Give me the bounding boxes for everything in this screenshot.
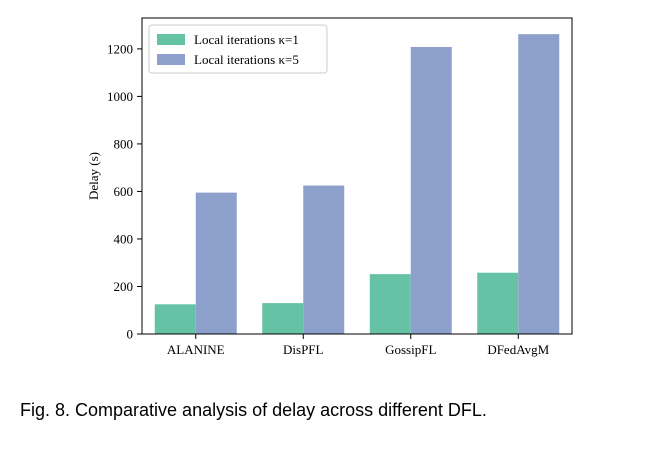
y-tick-label: 800 bbox=[114, 136, 134, 151]
bars bbox=[154, 34, 560, 335]
legend-box bbox=[148, 24, 328, 74]
figure-caption: Fig. 8. Comparative analysis of delay ac… bbox=[20, 400, 487, 420]
bar-dfedavgm-series-2 bbox=[518, 34, 560, 334]
x-tick-label: DFedAvgM bbox=[487, 342, 549, 357]
plot-frame bbox=[141, 17, 573, 335]
y-tick-label: 600 bbox=[114, 184, 134, 199]
x-tick-label: GossipFL bbox=[385, 342, 436, 357]
x-tick-label: ALANINE bbox=[167, 342, 225, 357]
legend-swatch bbox=[157, 34, 185, 45]
legend-label: Local iterations κ=1 bbox=[194, 32, 299, 47]
x-axis: ALANINE DisPFL GossipFL DFedAvgM bbox=[167, 334, 550, 357]
bar-dfedavgm-series-1 bbox=[477, 272, 519, 334]
x-tick-label: DisPFL bbox=[283, 342, 324, 357]
bar-gossipfl-series-2 bbox=[410, 46, 452, 335]
bar-dispfl-series-2 bbox=[303, 185, 345, 334]
bar-gossipfl-series-1 bbox=[369, 274, 411, 334]
bar-dispfl-series-1 bbox=[262, 303, 304, 334]
bar-alanine-series-1 bbox=[154, 304, 196, 334]
y-tick-label: 1200 bbox=[107, 41, 133, 56]
legend-swatch bbox=[157, 54, 185, 65]
legend-label: Local iterations κ=5 bbox=[194, 52, 299, 67]
y-tick-label: 400 bbox=[114, 231, 134, 246]
y-axis-label: Delay (s) bbox=[86, 152, 101, 200]
y-tick-label: 200 bbox=[114, 279, 134, 294]
y-axis: 0 200 400 600 800 1000 1200 bbox=[107, 41, 142, 342]
y-tick-label: 1000 bbox=[107, 89, 133, 104]
bar-alanine-series-2 bbox=[195, 192, 237, 334]
legend: Local iterations κ=1 Local iterations κ=5 bbox=[148, 24, 328, 74]
bar-chart: 0 200 400 600 800 1000 1200 ALANINE DisPFL Gossi… bbox=[86, 17, 573, 357]
y-tick-label: 0 bbox=[127, 327, 134, 342]
